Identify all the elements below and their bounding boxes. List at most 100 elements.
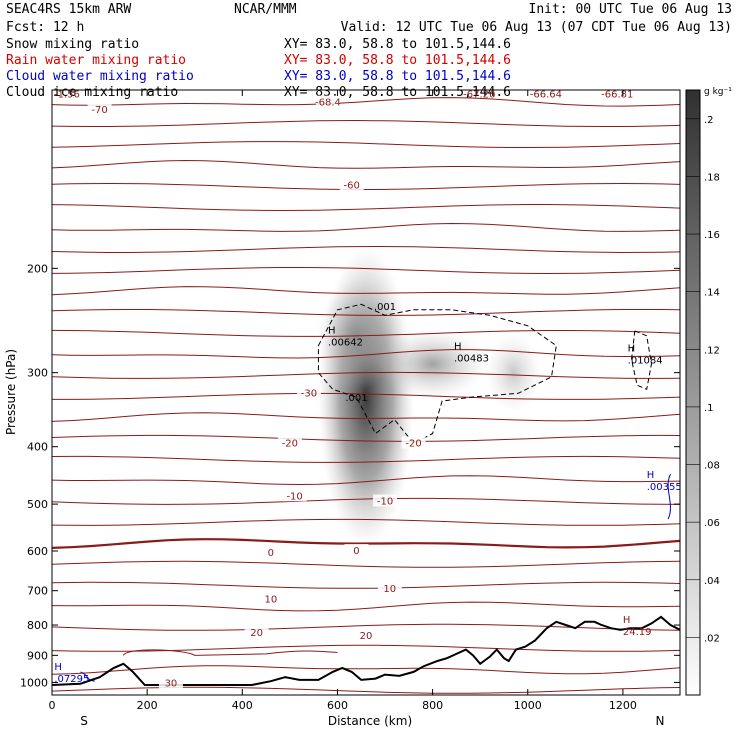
dashed-contours: .001 .001: [80, 302, 671, 682]
x-tick-label: 200: [137, 699, 158, 712]
plot-area: .001 .001 -70 -68.4 -60 -30 -20 -20 -10 -10 0 0 10 1…: [52, 90, 680, 694]
field-label: Cloud ice mixing ratio: [6, 85, 178, 100]
center-title: NCAR/MMM: [234, 2, 297, 17]
contour-label: 20: [250, 628, 263, 639]
temperature-contour: [52, 560, 680, 568]
cloud-water-contour: [80, 671, 95, 682]
init-time: Init: 00 UTC Tue 06 Aug 13: [529, 2, 733, 17]
temperature-contour: [52, 455, 680, 463]
top-row-value: -66.64: [530, 90, 562, 101]
x-end-label-right: N: [656, 714, 665, 728]
dashed-contour-label: .001: [374, 302, 396, 313]
header: SEAC4RS 15km ARW NCAR/MMM Init: 00 UTC T…: [6, 2, 732, 35]
contour-label: 20: [360, 631, 373, 642]
extrema-labels: H.00642 H.00483H.01084H.00355H.07295H24.1…: [54, 326, 680, 685]
temperature-contour: [52, 245, 680, 254]
plot-frame: [51, 89, 681, 696]
extremum-marker: H: [623, 615, 631, 626]
colorbar-tick-label: .2: [704, 115, 714, 126]
contour-label-bg: [258, 592, 283, 605]
temperature-contour: [52, 267, 680, 275]
y-tick-label: 900: [27, 649, 48, 662]
colorbar-tick-label: .02: [704, 633, 720, 644]
temperature-contour: [52, 412, 680, 422]
contour-label: -10: [286, 491, 302, 502]
terrain-line: [52, 615, 680, 686]
cloud-water-contour: [667, 473, 671, 520]
x-tick-label: 1200: [609, 699, 637, 712]
contour-label-bg: [158, 676, 183, 689]
colorbar-tick-label: .12: [704, 345, 720, 356]
temperature-contour: [52, 601, 680, 612]
model-title: SEAC4RS 15km ARW: [6, 2, 131, 17]
dashed-contour: [630, 330, 653, 391]
contour-label-bg: [244, 625, 269, 638]
y-tick-label: 600: [27, 545, 48, 558]
contour-label-bg: [373, 494, 398, 507]
temperature-contour: [52, 581, 680, 589]
extremum-value: .00483: [454, 353, 489, 364]
extremum-value: .07295: [54, 674, 89, 685]
y-axis-label: Pressure (hPa): [4, 349, 18, 435]
field-xy: XY= 83.0, 58.8 to 101.5,144.6: [284, 53, 511, 68]
top-row-value: -66.81: [601, 90, 633, 101]
contour-label: -68.4: [315, 98, 341, 109]
x-tick-label: 0: [49, 699, 56, 712]
y-tick-label: 200: [27, 262, 48, 275]
colorbar-tick-label: .08: [704, 461, 720, 472]
dashed-contour-label: .001: [345, 393, 367, 404]
contour-label: 0: [268, 548, 274, 559]
temperature-contour: [52, 182, 680, 190]
field-xy: XY= 83.0, 58.8 to 101.5,144.6: [284, 37, 511, 52]
extremum-value: .00642: [328, 338, 363, 349]
cloud-ice-shading: [316, 247, 542, 548]
contour-label: 0: [353, 546, 359, 557]
temperature-contour: [52, 686, 680, 694]
contour-label: -60: [344, 181, 360, 192]
contour-label-bg: [354, 629, 378, 642]
contour-label-bg: [87, 102, 112, 115]
colorbar-tick-label: .14: [704, 288, 720, 299]
extremum-value: 24.19: [623, 627, 652, 638]
temperature-contour: [52, 97, 680, 107]
contour-label-bg: [401, 436, 426, 449]
temperature-contour: [52, 204, 680, 212]
field-xy: XY= 83.0, 58.8 to 101.5,144.6: [284, 85, 511, 100]
contour-label: -30: [301, 388, 317, 399]
terrain-profile: [52, 615, 680, 686]
contour-label-bg: [258, 546, 283, 559]
top-row-value: -67.26: [463, 90, 495, 101]
x-axis-label: Distance (km): [328, 714, 412, 728]
temperature-contour: [52, 349, 680, 359]
temperature-contour: [52, 309, 680, 316]
temperature-contour: [52, 371, 680, 379]
ice-far-shading: [485, 332, 542, 413]
x-tick-label: 1000: [514, 699, 542, 712]
temperature-contour: [52, 119, 680, 127]
extremum-marker: H: [54, 662, 62, 673]
contour-label: -20: [282, 438, 298, 449]
colorbar-fill: [685, 89, 701, 696]
temperature-contour: [52, 434, 680, 442]
x-tick-label: 600: [327, 699, 348, 712]
y-tick-label: 700: [27, 585, 48, 598]
contour-label: 30: [165, 679, 178, 690]
contour-label: 10: [383, 584, 396, 595]
colorbar-tick-label: .04: [704, 576, 720, 587]
forecast-hour: Fcst: 12 h: [6, 20, 84, 35]
contour-label-bg: [315, 95, 340, 108]
x-tick-label: 400: [232, 699, 253, 712]
temperature-contour: [52, 141, 680, 148]
extremum-marker: H: [328, 326, 336, 337]
temperature-contour: [52, 665, 680, 675]
y-tick-label: 1000: [20, 676, 48, 689]
temperature-contour: [52, 392, 680, 400]
extremum-marker: H: [647, 470, 655, 481]
temperature-contour: [52, 159, 680, 169]
field-label: Snow mixing ratio: [6, 37, 139, 52]
contour-label: -20: [405, 438, 421, 449]
extremum-marker: H: [628, 343, 636, 354]
field-list: Snow mixing ratio XY= 83.0, 58.8 to 101.5…: [6, 37, 511, 100]
ice-east-shading: [377, 328, 488, 399]
